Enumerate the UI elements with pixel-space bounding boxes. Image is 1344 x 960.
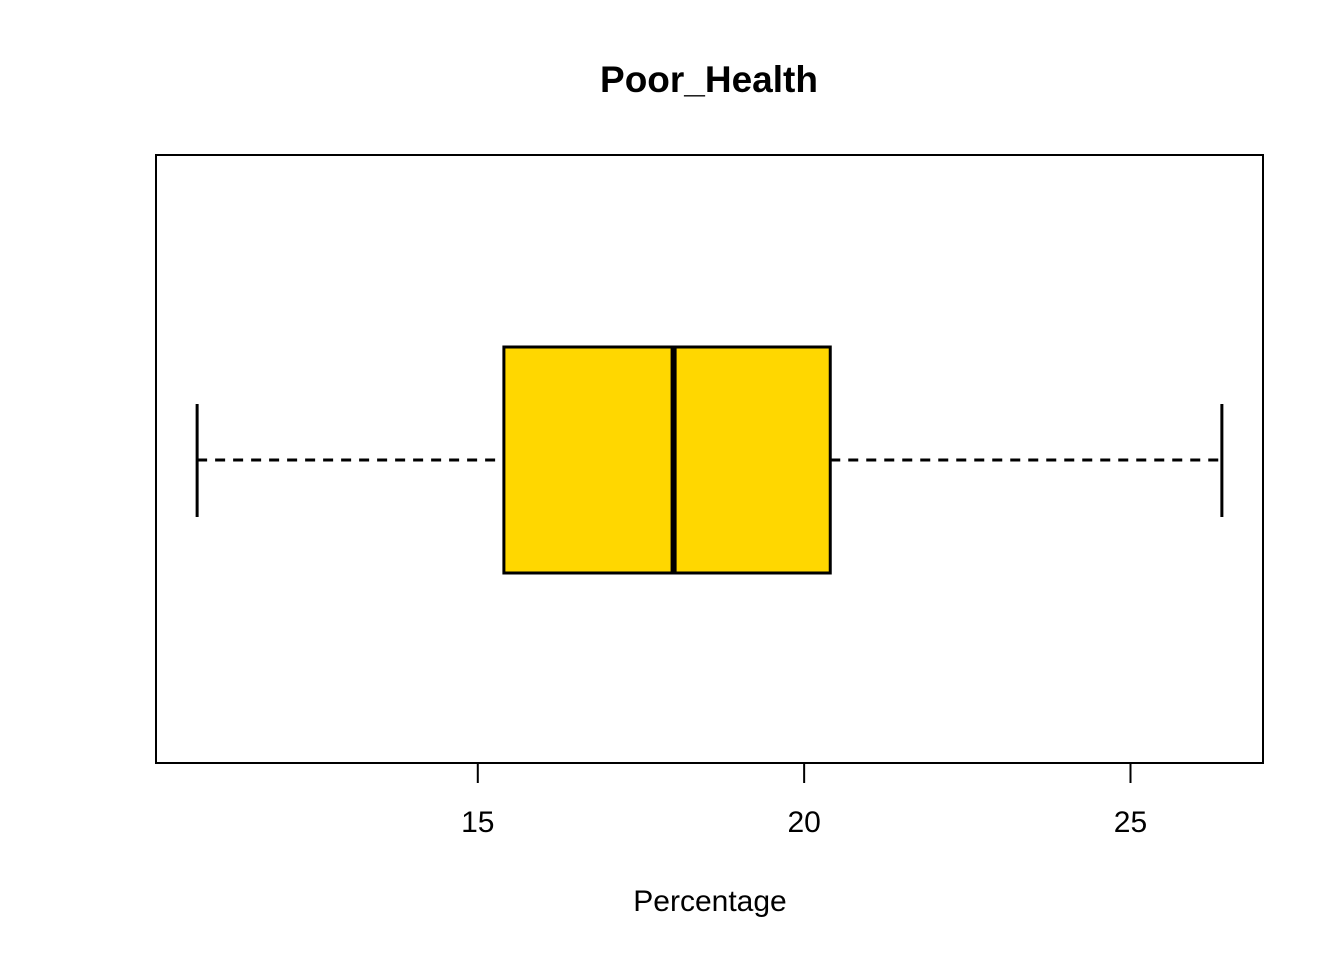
x-axis-label: Percentage [633, 885, 786, 918]
x-tick-label: 20 [787, 806, 820, 839]
plot-border [155, 154, 1264, 764]
iqr-box [502, 345, 832, 575]
x-tick-label: 15 [461, 806, 494, 839]
x-axis-ticks: 15 20 25 [461, 763, 1147, 839]
x-tick-label: 25 [1114, 806, 1147, 839]
chart-title: Poor_Health [600, 59, 818, 100]
